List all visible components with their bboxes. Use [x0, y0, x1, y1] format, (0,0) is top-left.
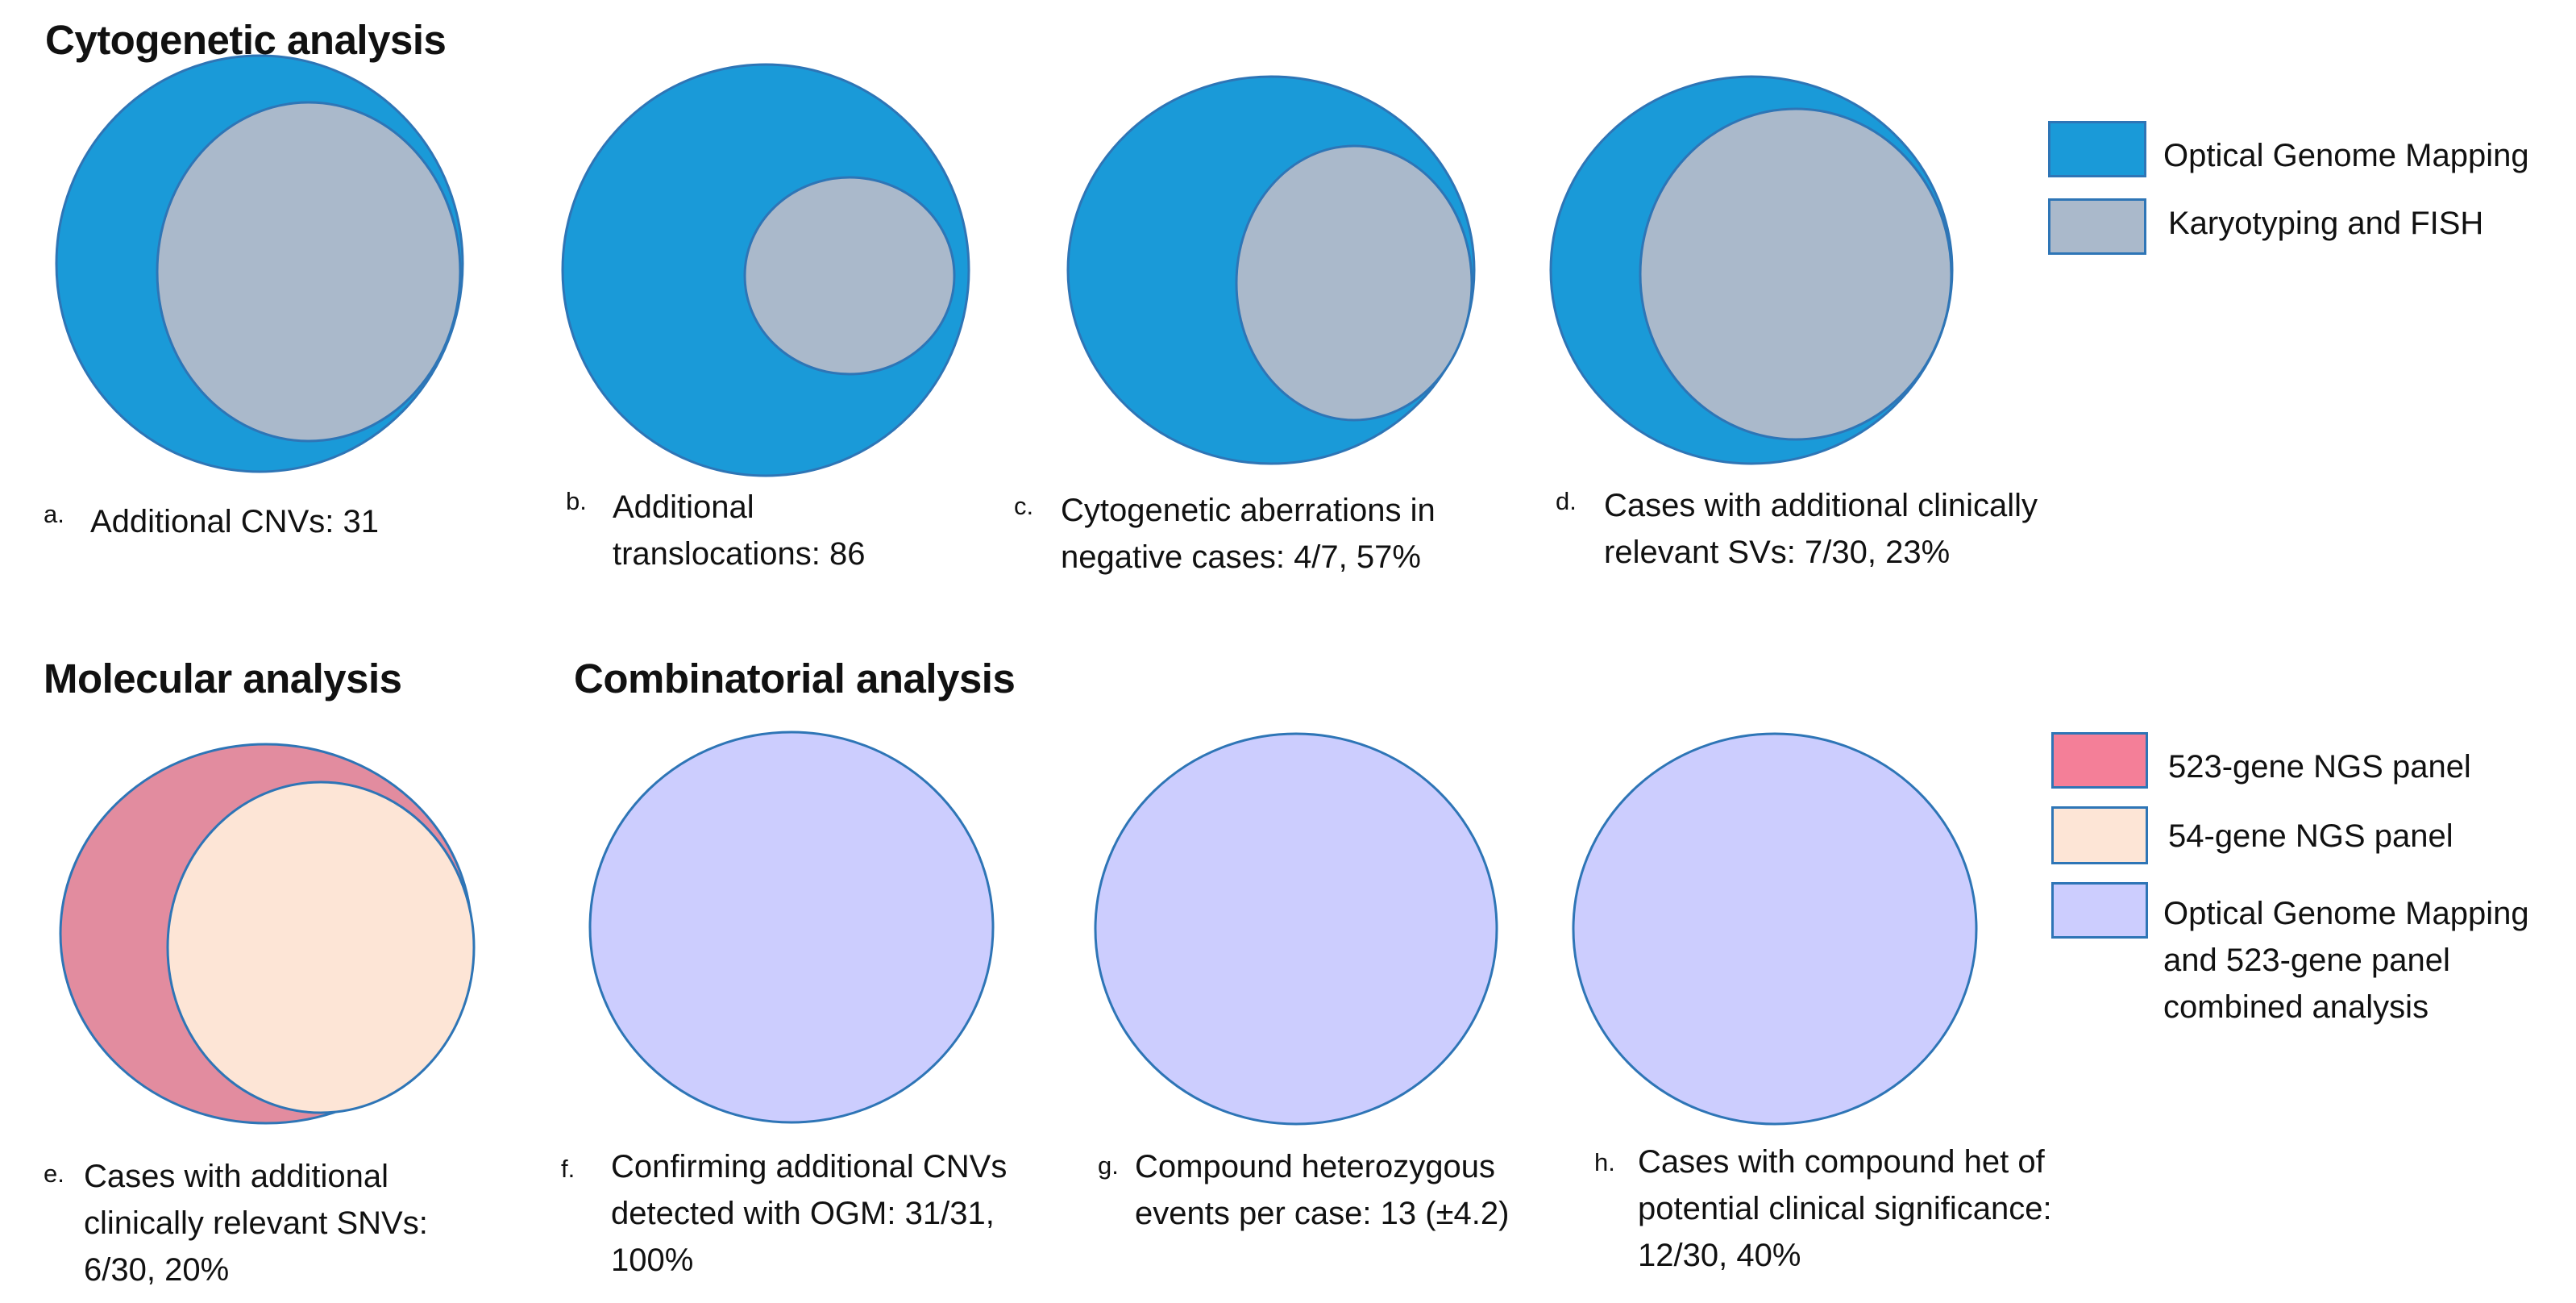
venn-c	[1066, 75, 1476, 465]
legend-label-54-gene: 54-gene NGS panel	[2168, 818, 2453, 854]
panel-d-letter: d.	[1556, 487, 1577, 515]
panel-f-caption-line: detected with OGM: 31/31,	[611, 1196, 995, 1231]
panel-f-caption-line: 100%	[611, 1243, 694, 1278]
panel-g-caption: Compound heterozygous events per case: 1…	[1135, 1143, 1509, 1237]
venn-h-combined-circle	[1572, 732, 1978, 1126]
panel-g-letter: g.	[1098, 1151, 1119, 1180]
legend-swatch-karyotyping	[2048, 198, 2146, 255]
venn-a	[55, 54, 464, 473]
panel-d-caption-line: Cases with additional clinically	[1604, 488, 2038, 523]
panel-b-letter: b.	[566, 487, 587, 515]
venn-b	[561, 63, 970, 477]
panel-c-caption-line: negative cases: 4/7, 57%	[1061, 539, 1421, 575]
panel-c-caption-line: Cytogenetic aberrations in	[1061, 493, 1435, 528]
legend-label-karyotyping: Karyotyping and FISH	[2168, 206, 2484, 241]
legend-label-combined-line: Optical Genome Mapping	[2163, 896, 2529, 931]
panel-f-caption: Confirming additional CNVs detected with…	[611, 1143, 1007, 1284]
panel-c-letter: c.	[1014, 492, 1034, 520]
legend-swatch-ogm	[2048, 121, 2146, 177]
venn-d	[1549, 75, 1954, 465]
panel-e-letter: e.	[44, 1159, 64, 1188]
venn-f-combined-circle	[588, 731, 995, 1124]
panel-f-caption-line: Confirming additional CNVs	[611, 1149, 1008, 1184]
panel-a-letter: a.	[44, 500, 64, 528]
venn-e	[59, 743, 476, 1125]
venn-a-karyotyping-circle	[156, 101, 462, 443]
legend-label-combined-line: and 523-gene panel	[2163, 943, 2450, 978]
panel-d-caption: Cases with additional clinically relevan…	[1604, 482, 2038, 576]
legend-swatch-523-gene	[2051, 732, 2148, 789]
legend-label-ogm: Optical Genome Mapping	[2163, 138, 2529, 173]
panel-h-caption-line: potential clinical significance:	[1638, 1191, 2052, 1226]
panel-e-caption-line: 6/30, 20%	[84, 1252, 230, 1288]
panel-e-caption-line: clinically relevant SNVs:	[84, 1205, 428, 1241]
panel-d-caption-line: relevant SVs: 7/30, 23%	[1604, 535, 1951, 570]
panel-b-caption-line: Additional	[613, 489, 754, 525]
panel-h-caption: Cases with compound het of potential cli…	[1638, 1139, 2052, 1279]
panel-h-caption-line: Cases with compound het of	[1638, 1144, 2045, 1180]
venn-g-combined-circle	[1094, 732, 1498, 1126]
venn-e-54-gene-circle	[166, 781, 476, 1114]
venn-d-karyotyping-circle	[1639, 107, 1953, 441]
panel-c-caption: Cytogenetic aberrations in negative case…	[1061, 487, 1435, 581]
panel-e-caption: Cases with additional clinically relevan…	[84, 1153, 428, 1293]
legend-label-combined: Optical Genome Mapping and 523-gene pane…	[2163, 890, 2529, 1030]
panel-g-caption-line: events per case: 13 (±4.2)	[1135, 1196, 1510, 1231]
panel-g-caption-line: Compound heterozygous	[1135, 1149, 1495, 1184]
legend-label-combined-line: combined analysis	[2163, 989, 2429, 1025]
legend-swatch-54-gene	[2051, 806, 2148, 864]
legend-label-523-gene: 523-gene NGS panel	[2168, 749, 2471, 785]
panel-b-caption: Additional translocations: 86	[613, 484, 866, 577]
legend-swatch-combined	[2051, 882, 2148, 939]
panel-f-letter: f.	[561, 1155, 575, 1183]
panel-a-caption: Additional CNVs: 31	[90, 498, 379, 545]
venn-b-karyotyping-circle	[743, 176, 956, 376]
panel-e-caption-line: Cases with additional	[84, 1159, 388, 1194]
panel-h-caption-line: 12/30, 40%	[1638, 1238, 1801, 1273]
panel-a-caption-line: Additional CNVs: 31	[90, 504, 379, 539]
venn-c-karyotyping-circle	[1235, 144, 1473, 422]
panel-h-letter: h.	[1594, 1148, 1615, 1176]
panel-b-caption-line: translocations: 86	[613, 536, 866, 572]
heading-molecular-analysis: Molecular analysis	[44, 656, 402, 701]
heading-combinatorial-analysis: Combinatorial analysis	[574, 656, 1016, 701]
